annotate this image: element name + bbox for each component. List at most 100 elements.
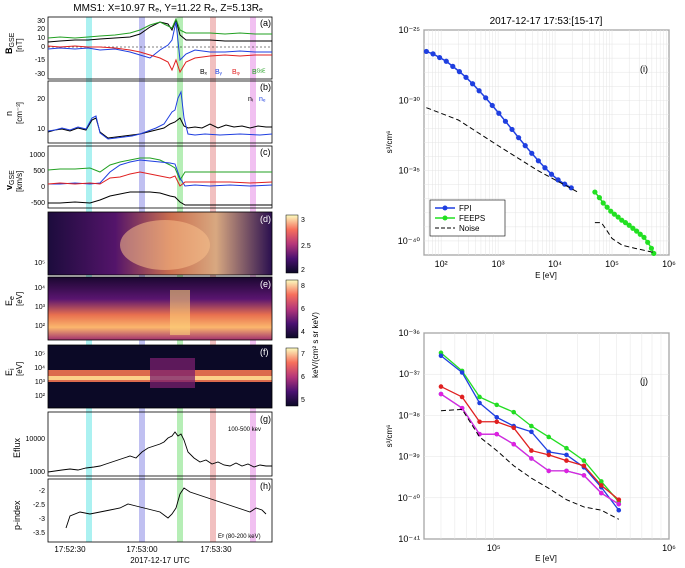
chart-j-ylabel: s³/cm⁶ [385,425,394,448]
chart-j-point [438,391,444,397]
chart-j-point [564,452,569,458]
panel-a-tick: -15 [35,57,45,64]
chart-i-point [463,74,469,80]
chart-i-point [529,150,535,156]
chart-i-xlabel: E [eV] [535,271,557,280]
ne-trace [47,90,273,140]
v-green-trace [47,157,272,182]
chart-i-point [430,51,436,57]
chart-j-point [599,490,604,496]
panel-f-tick: 10³ [35,379,46,386]
ni-trace [47,117,272,139]
chart-i-xtick: 10³ [492,259,505,269]
panel-c-tick: 1000 [29,152,45,159]
chart-j-point [529,456,534,461]
panel-a-tick: 10 [37,35,45,42]
colorbar-f [285,347,299,407]
bgse-trace [47,17,272,39]
v-red-trace [47,171,273,187]
time-tick: 17:53:30 [200,545,232,554]
panel-g-tick: 1000 [29,469,45,476]
chart-j-point [477,400,482,406]
panel-f: (f) Ei [eV] 10⁵ 10⁴ 10³ 10² 7 6 5 [4,344,305,409]
chart-i-legend: FPI FEEPS Noise [429,199,506,237]
chart-j-panel-letter: (j) [640,376,648,386]
cbar-d-tick: 2 [301,267,305,274]
panel-c: (c) vGSE [km/s] 1000 500 0 -500 [4,145,273,209]
p-index-trace [65,487,267,529]
chart-i-point [502,118,509,124]
chart-j-point [599,479,604,484]
panel-f-tick: 10² [35,393,46,400]
chart-i-point [509,126,515,133]
chart-i-point [522,143,528,149]
chart-j-point [477,394,482,400]
chart-j-ytick: 10⁻³⁷ [399,369,420,379]
chart-i-point [443,58,449,64]
time-tick: 17:53:00 [126,545,158,554]
eflux-trace [47,431,272,473]
panel-a-legend-bx: Bₓ [200,69,208,76]
legend-noise: Noise [459,224,480,233]
cbar-d-tick: 3 [301,217,305,224]
panel-a-legend-bgse: Bᴳˢᴱ [252,69,266,76]
chart-i-ylabel: s³/cm⁶ [385,131,394,154]
chart-j: (j) E [eV] s³/cm⁶ 10⁵ 10⁶ 10⁻³⁶ 10⁻³⁷ 10⁻³⁸ 1… [385,328,676,563]
panel-h-tick: -3.5 [33,530,45,537]
chart-i-point [645,239,651,245]
bz-trace [47,45,272,74]
chart-j-point [581,473,587,478]
chart-j-point [494,419,500,425]
panel-h-tick: -2 [39,488,45,495]
chart-i-point [437,54,443,61]
panel-h-tick: -2.5 [33,502,45,509]
cbar-e-tick: 6 [301,306,305,313]
chart-j-point [564,458,569,463]
panel-h-letter: (h) [260,481,271,491]
chart-i-point [622,220,629,226]
chart-j-ytick: 10⁻³⁹ [398,452,420,462]
chart-i-point [496,110,502,116]
bx-trace [47,18,272,43]
chart-j-point [564,445,569,451]
panel-f-ylabel: Ei [4,368,16,376]
chart-i-ytick: 10⁻²⁵ [399,25,421,35]
panel-g-ylabel: Eflux [12,437,22,458]
panel-e-ylabel: Ee [4,296,16,306]
chart-i-point [592,189,598,195]
panel-c-tick: 0 [41,184,45,191]
cbar-d-tick: 2.5 [301,243,311,250]
chart-i-point [600,200,606,206]
chart-i-point [456,69,462,75]
panel-c-yunit: [km/s] [15,171,24,192]
panel-b-yunit: [cm⁻³] [15,102,24,124]
chart-j-ytick: 10⁻³⁶ [399,328,421,338]
chart-i-xtick: 10⁴ [548,259,562,269]
panel-e-yunit: [eV] [15,292,24,306]
chart-i-point [637,231,643,237]
chart-i-point [619,217,625,223]
v-black-trace [48,191,272,206]
chart-j-point [438,384,444,389]
panel-h: (h) Eᵖ (80-200 keV) p-index -2 -2.5 -3 -… [12,478,273,543]
panel-c-ylabel: vGSE [4,170,16,190]
panel-f-letter: (f) [260,347,269,357]
chart-j-point [511,425,517,431]
time-tick: 17:52:30 [54,545,86,554]
panel-h-tick: -3 [39,516,45,523]
panel-b-legend-ni: nᵢ [248,96,253,103]
chart-j-point [459,394,465,400]
panel-g-letter: (g) [260,414,271,424]
chart-j-series-line [440,408,620,520]
chart-i-title: 2017-12-17 17:53:[15-17] [490,16,603,27]
chart-j-ytick: 10⁻³⁸ [398,410,420,420]
chart-i: 2017-12-17 17:53:[15-17] (i) E [eV] s³/c… [385,16,676,280]
panel-g-tick: 10000 [26,436,46,443]
chart-i-point [489,102,495,109]
chart-i-series-line [594,222,654,254]
panel-g: (g) 100-500 kev Eflux 10000 1000 [12,411,273,477]
panel-b-letter: (b) [260,82,271,92]
panel-a-ylabel: BGSE [4,32,16,54]
chart-i-point [604,204,610,210]
